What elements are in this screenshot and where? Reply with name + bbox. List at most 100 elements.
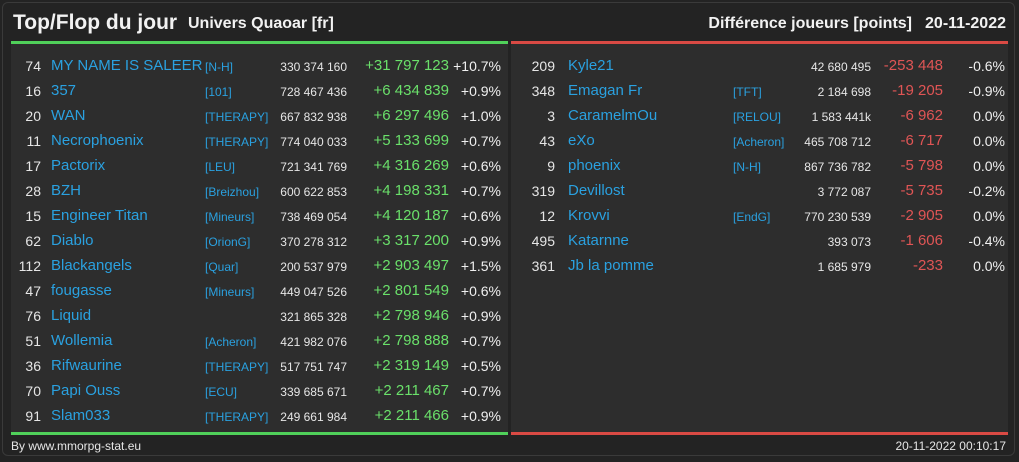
points-difference: +2 319 149 <box>373 357 450 374</box>
alliance-tag-link[interactable]: [LEU] <box>205 160 236 174</box>
player-name-link[interactable]: Diablo <box>51 232 94 249</box>
percent-change: -0.4% <box>968 233 1005 249</box>
player-name-link[interactable]: 357 <box>51 82 77 99</box>
player-name-link[interactable]: Rifwaurine <box>51 357 122 374</box>
player-rank: 91 <box>25 408 41 424</box>
alliance-tag-link[interactable]: [THERAPY] <box>205 410 269 424</box>
player-name-link[interactable]: WAN <box>51 107 86 124</box>
flop-player-row: 9 phoenix [N-H] 867 736 782 -5 798 0.0% <box>511 153 1008 178</box>
player-name-link[interactable]: Engineer Titan <box>51 207 148 224</box>
percent-change: +0.7% <box>460 183 501 199</box>
points-difference: -5 798 <box>900 157 943 174</box>
player-name-link[interactable]: eXo <box>568 132 595 149</box>
player-rank: 20 <box>25 108 41 124</box>
player-name-link[interactable]: MY NAME IS SALEER <box>51 57 203 74</box>
alliance-tag-link[interactable]: [Acheron] <box>205 335 257 349</box>
source-credit: By www.mmorpg-stat.eu <box>11 439 142 453</box>
alliance-tag-link[interactable]: [Breizhou] <box>205 185 260 199</box>
player-points: 600 622 853 <box>280 185 347 199</box>
universe-label: Univers Quaoar [fr] <box>188 15 334 32</box>
player-points: 42 680 495 <box>810 60 871 74</box>
alliance-tag-link[interactable]: [RELOU] <box>733 110 782 124</box>
flop-player-row: 361 Jb la pomme 1 685 979 -233 0.0% <box>511 253 1008 278</box>
points-difference: +31 797 123 <box>365 57 449 74</box>
player-name-link[interactable]: Jb la pomme <box>568 257 654 274</box>
player-points: 721 341 769 <box>280 160 347 174</box>
flop-player-row: 43 eXo [Acheron] 465 708 712 -6 717 0.0% <box>511 128 1008 153</box>
player-rank: 70 <box>25 383 41 399</box>
percent-change: +0.6% <box>460 283 501 299</box>
alliance-tag-link[interactable]: [N-H] <box>733 160 761 174</box>
top-player-row: 36 Rifwaurine [THERAPY] 517 751 747 +2 319 1… <box>11 353 508 378</box>
percent-change: 0.0% <box>973 258 1005 274</box>
points-difference: -2 905 <box>900 207 943 224</box>
alliance-tag-link[interactable]: [EndG] <box>733 210 771 224</box>
player-points: 370 278 312 <box>280 235 347 249</box>
top-player-row: 74 MY NAME IS SALEER [N-H] 330 374 160 +31 7… <box>11 53 508 78</box>
player-points: 421 982 076 <box>280 335 347 349</box>
player-points: 249 661 984 <box>280 410 347 424</box>
player-name-link[interactable]: fougasse <box>51 282 112 299</box>
player-rank: 62 <box>25 233 41 249</box>
alliance-tag-link[interactable]: [Quar] <box>205 260 239 274</box>
player-name-link[interactable]: Slam033 <box>51 407 111 424</box>
flop-player-row: 3 CaramelmOu [RELOU] 1 583 441k -6 962 0.0% <box>511 103 1008 128</box>
player-points: 2 184 698 <box>817 85 871 99</box>
points-difference: -6 962 <box>900 107 943 124</box>
percent-change: 0.0% <box>973 208 1005 224</box>
alliance-tag-link[interactable]: [Mineurs] <box>205 285 255 299</box>
top-player-row: 51 Wollemia [Acheron] 421 982 076 +2 798 888… <box>11 328 508 353</box>
player-points: 738 469 054 <box>280 210 347 224</box>
percent-change: +1.0% <box>460 108 501 124</box>
alliance-tag-link[interactable]: [Mineurs] <box>205 210 255 224</box>
top-player-row: 112 Blackangels [Quar] 200 537 979 +2 903 49… <box>11 253 508 278</box>
player-points: 393 073 <box>827 235 871 249</box>
player-rank: 12 <box>539 208 555 224</box>
flop-player-row: 319 Devillost 3 772 087 -5 735 -0.2% <box>511 178 1008 203</box>
alliance-tag-link[interactable]: [OrionG] <box>205 235 251 249</box>
alliance-tag-link[interactable]: [101] <box>205 85 232 99</box>
player-points: 1 583 441k <box>811 110 871 124</box>
alliance-tag-link[interactable]: [Acheron] <box>733 135 785 149</box>
player-name-link[interactable]: CaramelmOu <box>568 107 658 124</box>
player-points: 321 865 328 <box>280 310 347 324</box>
alliance-tag-link[interactable]: [THERAPY] <box>205 110 269 124</box>
player-rank: 28 <box>25 183 41 199</box>
player-points: 465 708 712 <box>804 135 871 149</box>
player-name-link[interactable]: phoenix <box>568 157 621 174</box>
points-difference: +4 316 269 <box>373 157 450 174</box>
generated-timestamp: 20-11-2022 00:10:17 <box>895 439 1006 453</box>
player-name-link[interactable]: Devillost <box>568 182 625 199</box>
percent-change: -0.6% <box>968 58 1005 74</box>
player-rank: 51 <box>25 333 41 349</box>
flop-player-row: 12 Krovvi [EndG] 770 230 539 -2 905 0.0% <box>511 203 1008 228</box>
player-name-link[interactable]: BZH <box>51 182 81 199</box>
player-name-link[interactable]: Katarnne <box>568 232 629 249</box>
player-name-link[interactable]: Kyle21 <box>568 57 614 74</box>
player-name-link[interactable]: Emagan Fr <box>568 82 643 99</box>
alliance-tag-link[interactable]: [N-H] <box>205 60 233 74</box>
alliance-tag-link[interactable]: [THERAPY] <box>205 360 269 374</box>
percent-change: +0.9% <box>460 308 501 324</box>
percent-change: -0.2% <box>968 183 1005 199</box>
percent-change: +0.7% <box>460 133 501 149</box>
player-points: 867 736 782 <box>804 160 871 174</box>
player-name-link[interactable]: Liquid <box>51 307 92 324</box>
alliance-tag-link[interactable]: [TFT] <box>733 85 762 99</box>
points-difference: -19 205 <box>892 82 943 99</box>
player-name-link[interactable]: Necrophoenix <box>51 132 144 149</box>
player-name-link[interactable]: Wollemia <box>51 332 113 349</box>
points-difference: -6 717 <box>900 132 943 149</box>
player-name-link[interactable]: Pactorix <box>51 157 106 174</box>
top-player-row: 17 Pactorix [LEU] 721 341 769 +4 316 269 +0.6… <box>11 153 508 178</box>
alliance-tag-link[interactable]: [ECU] <box>205 385 238 399</box>
player-name-link[interactable]: Blackangels <box>51 257 132 274</box>
points-difference: +6 434 839 <box>373 82 450 99</box>
top-flop-card: Top/Flop du jour Univers Quaoar [fr] Dif… <box>2 2 1015 456</box>
percent-change: +0.9% <box>460 233 501 249</box>
player-name-link[interactable]: Krovvi <box>568 207 610 224</box>
player-name-link[interactable]: Papi Ouss <box>51 382 121 399</box>
percent-change: +0.7% <box>460 333 501 349</box>
player-points: 770 230 539 <box>804 210 871 224</box>
alliance-tag-link[interactable]: [THERAPY] <box>205 135 269 149</box>
